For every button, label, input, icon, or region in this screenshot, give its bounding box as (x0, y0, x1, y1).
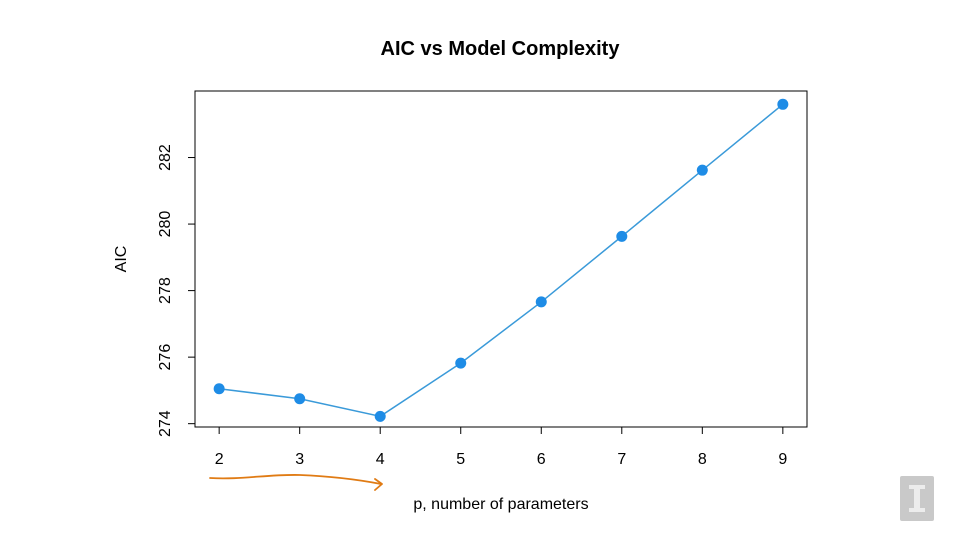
y-axis: 274 276 278 280 282 (157, 144, 195, 437)
handwritten-underline-annotation (209, 473, 382, 485)
x-tick-label: 6 (537, 451, 546, 468)
y-tick-label: 282 (157, 144, 174, 171)
series-polyline (219, 103, 784, 418)
x-tick-label: 9 (778, 451, 787, 468)
y-axis-label: AIC (113, 246, 130, 273)
data-point (777, 98, 789, 110)
x-tick-label: 8 (698, 451, 707, 468)
handwritten-arrow-head (374, 478, 383, 491)
data-point (213, 383, 225, 395)
x-tick-label: 2 (215, 451, 224, 468)
y-tick-label: 278 (157, 277, 174, 304)
data-point (616, 230, 628, 242)
x-tick-label: 3 (295, 451, 304, 468)
x-tick-label: 5 (456, 451, 465, 468)
data-point (374, 410, 386, 422)
data-point (294, 393, 306, 405)
plot-frame (194, 90, 808, 428)
watermark-logo (900, 476, 934, 521)
y-tick-label: 274 (157, 410, 174, 437)
x-axis-label: p, number of parameters (413, 496, 588, 513)
data-point (696, 164, 708, 176)
y-tick-label: 280 (157, 211, 174, 238)
chart-title: AIC vs Model Complexity (381, 38, 621, 60)
data-point (455, 357, 467, 369)
x-tick-label: 7 (617, 451, 626, 468)
data-point (535, 296, 547, 308)
x-axis: 2 3 4 5 6 7 8 9 (215, 427, 787, 468)
series-line (213, 98, 789, 422)
x-tick-label: 4 (376, 451, 385, 468)
y-tick-label: 276 (157, 344, 174, 371)
